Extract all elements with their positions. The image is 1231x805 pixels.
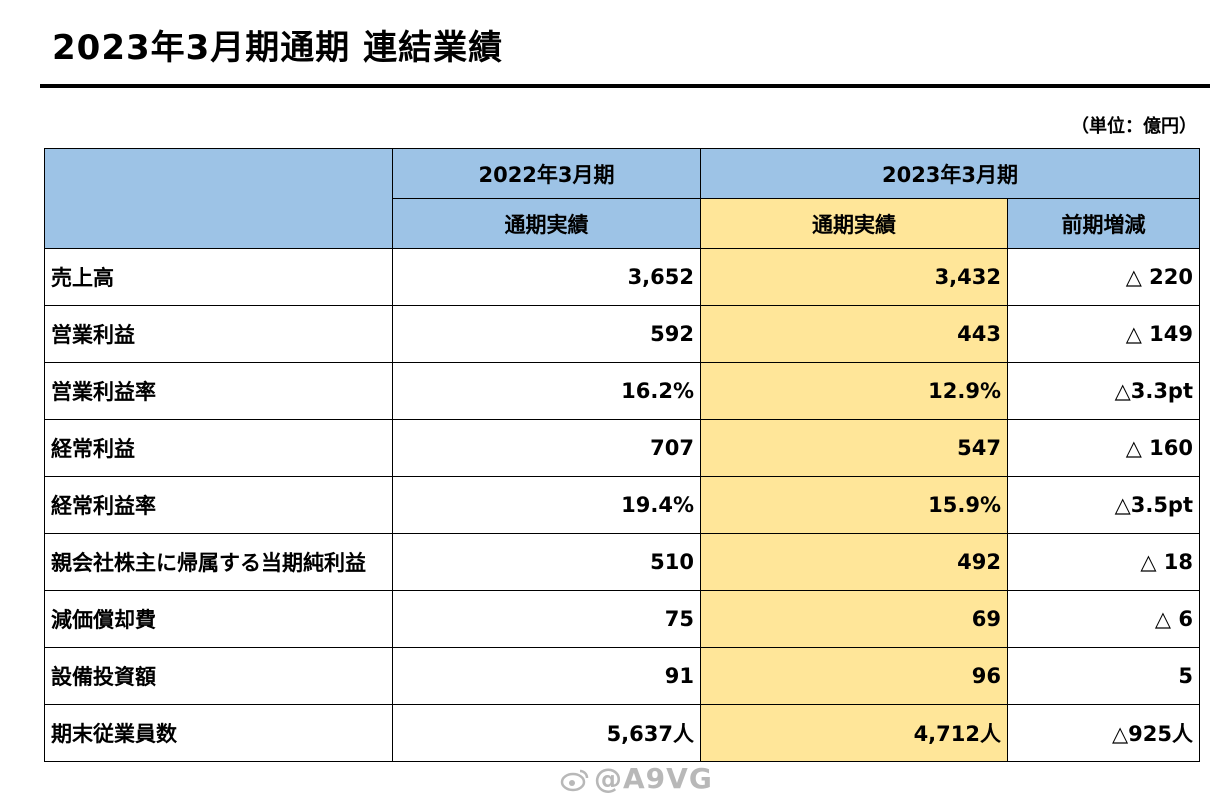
row-label: 減価償却費 bbox=[44, 590, 393, 648]
header-row-sub: 通期実績 通期実績 前期増減 bbox=[45, 198, 1200, 249]
value-curr: 492 bbox=[700, 533, 1008, 591]
value-prev: 510 bbox=[392, 533, 701, 591]
value-change: 5 bbox=[1007, 647, 1200, 705]
value-change: △ 220 bbox=[1007, 248, 1200, 306]
unit-label: （単位：億円） bbox=[1071, 116, 1197, 137]
value-curr: 15.9% bbox=[700, 476, 1008, 534]
table-row: 経常利益 707 547 △ 160 bbox=[44, 419, 1200, 477]
value-curr: 443 bbox=[700, 305, 1008, 363]
value-change: △3.3pt bbox=[1007, 362, 1200, 420]
row-label: 営業利益率 bbox=[44, 362, 393, 420]
row-label: 売上高 bbox=[44, 248, 393, 306]
value-prev: 707 bbox=[392, 419, 701, 477]
table-row: 営業利益率 16.2% 12.9% △3.3pt bbox=[44, 362, 1200, 420]
row-label: 設備投資額 bbox=[44, 647, 393, 705]
header-curr-actual: 通期実績 bbox=[700, 198, 1008, 249]
header-period-prev: 2022年3月期 bbox=[392, 148, 701, 199]
value-curr: 96 bbox=[700, 647, 1008, 705]
results-table: 2022年3月期 2023年3月期 通期実績 通期実績 前期増減 売上高 3,65… bbox=[44, 148, 1200, 762]
page-title: 2023年3月期通期 連結業績 bbox=[52, 28, 504, 68]
value-change: △ 160 bbox=[1007, 419, 1200, 477]
value-change: △ 6 bbox=[1007, 590, 1200, 648]
value-prev: 75 bbox=[392, 590, 701, 648]
table-row: 営業利益 592 443 △ 149 bbox=[44, 305, 1200, 363]
header-row-periods: 2022年3月期 2023年3月期 bbox=[44, 148, 1200, 249]
value-curr: 547 bbox=[700, 419, 1008, 477]
value-prev: 16.2% bbox=[392, 362, 701, 420]
row-label: 経常利益 bbox=[44, 419, 393, 477]
header-change: 前期増減 bbox=[1007, 198, 1200, 249]
title-underline bbox=[40, 84, 1210, 88]
weibo-icon bbox=[560, 769, 589, 792]
value-curr: 4,712人 bbox=[700, 704, 1008, 762]
value-prev: 3,652 bbox=[392, 248, 701, 306]
value-change: △3.5pt bbox=[1007, 476, 1200, 534]
table-row: 親会社株主に帰属する当期純利益 510 492 △ 18 bbox=[44, 533, 1200, 591]
watermark-text: @A9VG bbox=[594, 762, 713, 795]
value-prev: 592 bbox=[392, 305, 701, 363]
row-label: 営業利益 bbox=[44, 305, 393, 363]
row-label: 期末従業員数 bbox=[44, 704, 393, 762]
watermark: @A9VG bbox=[560, 762, 713, 795]
table-row: 売上高 3,652 3,432 △ 220 bbox=[44, 248, 1200, 306]
table-row: 期末従業員数 5,637人 4,712人 △925人 bbox=[44, 704, 1200, 762]
table-row: 経常利益率 19.4% 15.9% △3.5pt bbox=[44, 476, 1200, 534]
value-prev: 91 bbox=[392, 647, 701, 705]
row-label: 親会社株主に帰属する当期純利益 bbox=[44, 533, 393, 591]
row-label: 経常利益率 bbox=[44, 476, 393, 534]
header-period-curr: 2023年3月期 bbox=[700, 148, 1200, 199]
header-corner bbox=[44, 148, 393, 249]
value-curr: 12.9% bbox=[700, 362, 1008, 420]
value-prev: 5,637人 bbox=[392, 704, 701, 762]
table-row: 設備投資額 91 96 5 bbox=[44, 647, 1200, 705]
value-change: △ 149 bbox=[1007, 305, 1200, 363]
value-change: △925人 bbox=[1007, 704, 1200, 762]
header-prev-actual: 通期実績 bbox=[392, 198, 701, 249]
value-prev: 19.4% bbox=[392, 476, 701, 534]
value-curr: 3,432 bbox=[700, 248, 1008, 306]
value-curr: 69 bbox=[700, 590, 1008, 648]
table-row: 減価償却費 75 69 △ 6 bbox=[44, 590, 1200, 648]
value-change: △ 18 bbox=[1007, 533, 1200, 591]
